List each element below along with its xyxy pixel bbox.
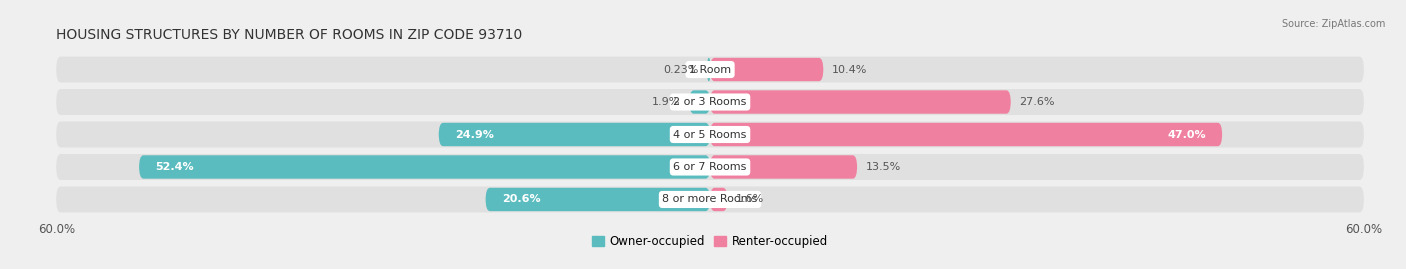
FancyBboxPatch shape	[139, 155, 710, 179]
Text: 1 Room: 1 Room	[689, 65, 731, 75]
FancyBboxPatch shape	[56, 122, 1364, 147]
Text: HOUSING STRUCTURES BY NUMBER OF ROOMS IN ZIP CODE 93710: HOUSING STRUCTURES BY NUMBER OF ROOMS IN…	[56, 28, 523, 42]
Legend: Owner-occupied, Renter-occupied: Owner-occupied, Renter-occupied	[586, 230, 834, 253]
Text: 6 or 7 Rooms: 6 or 7 Rooms	[673, 162, 747, 172]
Text: 8 or more Rooms: 8 or more Rooms	[662, 194, 758, 204]
FancyBboxPatch shape	[56, 56, 1364, 83]
Text: 1.6%: 1.6%	[737, 194, 765, 204]
Text: 52.4%: 52.4%	[156, 162, 194, 172]
FancyBboxPatch shape	[710, 155, 858, 179]
FancyBboxPatch shape	[485, 188, 710, 211]
FancyBboxPatch shape	[710, 123, 1222, 146]
Text: 27.6%: 27.6%	[1019, 97, 1054, 107]
Text: 13.5%: 13.5%	[866, 162, 901, 172]
Text: 20.6%: 20.6%	[502, 194, 540, 204]
FancyBboxPatch shape	[56, 154, 1364, 180]
FancyBboxPatch shape	[710, 58, 824, 81]
FancyBboxPatch shape	[710, 188, 727, 211]
Text: 0.23%: 0.23%	[664, 65, 699, 75]
FancyBboxPatch shape	[710, 90, 1011, 114]
FancyBboxPatch shape	[689, 90, 710, 114]
FancyBboxPatch shape	[707, 58, 710, 81]
Text: 4 or 5 Rooms: 4 or 5 Rooms	[673, 129, 747, 140]
Text: 24.9%: 24.9%	[456, 129, 494, 140]
Text: Source: ZipAtlas.com: Source: ZipAtlas.com	[1281, 19, 1385, 29]
FancyBboxPatch shape	[56, 89, 1364, 115]
Text: 10.4%: 10.4%	[832, 65, 868, 75]
Text: 47.0%: 47.0%	[1167, 129, 1206, 140]
FancyBboxPatch shape	[56, 186, 1364, 213]
FancyBboxPatch shape	[439, 123, 710, 146]
Text: 1.9%: 1.9%	[652, 97, 681, 107]
Text: 2 or 3 Rooms: 2 or 3 Rooms	[673, 97, 747, 107]
